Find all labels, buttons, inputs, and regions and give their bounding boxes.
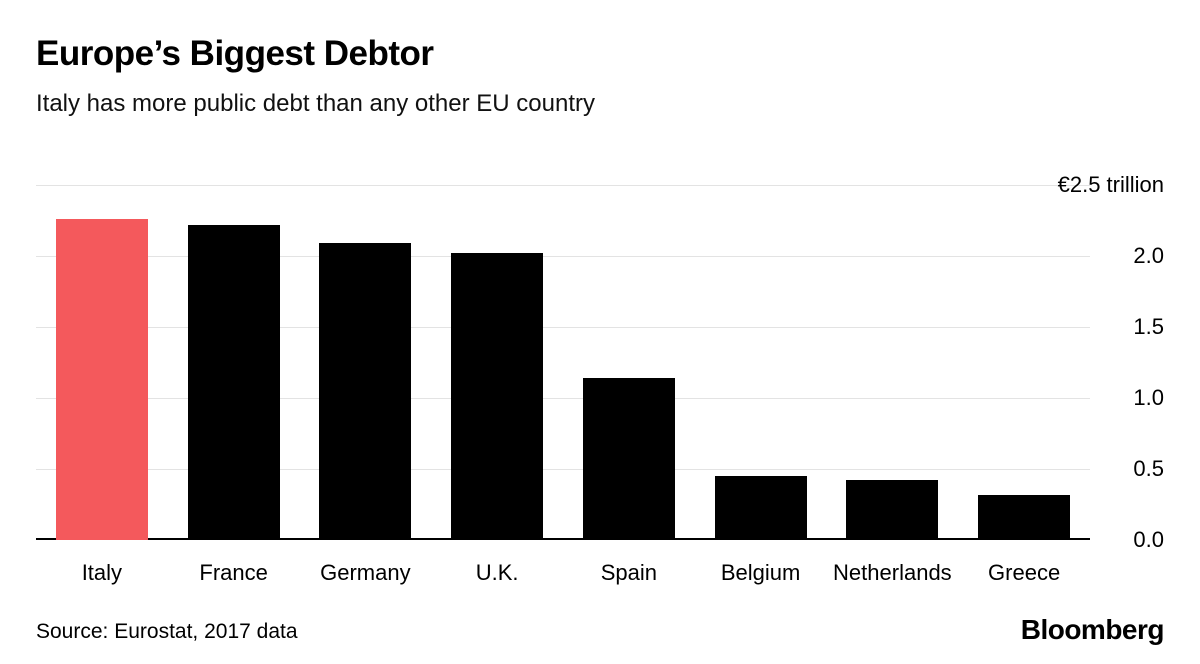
bar-france (187, 224, 280, 540)
bar-uk (451, 253, 544, 540)
x-axis-baseline (36, 538, 1090, 540)
x-tick-label-netherlands: Netherlands (833, 560, 952, 585)
bar-spain (582, 378, 675, 540)
y-tick-label-0: 0.0 (1133, 527, 1164, 552)
gridline-2 (36, 256, 1090, 257)
x-tick-label-france: France (199, 560, 268, 585)
chart-subtitle: Italy has more public debt than any othe… (36, 90, 595, 117)
plot-area (36, 185, 1090, 540)
x-tick-label-belgium: Belgium (720, 560, 801, 585)
x-tick-label-uk: U.K. (475, 560, 519, 585)
bar-netherlands (846, 480, 939, 540)
x-tick-label-greece: Greece (988, 560, 1061, 585)
y-axis-labels: 0.0 0.5 1.0 1.5 2.0 €2.5 trillion (984, 172, 1164, 552)
y-tick-label-1: 1.0 (1133, 385, 1164, 410)
gridline-1.5 (36, 327, 1090, 328)
x-axis-labels: Italy France Germany U.K. Spain Belgium Nether… (36, 560, 1090, 592)
x-tick-label-italy: Italy (81, 560, 123, 585)
y-tick-label-2: 2.0 (1133, 243, 1164, 268)
bar-italy (55, 219, 148, 540)
bloomberg-logo: Bloomberg (1020, 614, 1165, 645)
source-text: Source: Eurostat, 2017 data (36, 620, 298, 643)
y-tick-label-0.5: 0.5 (1133, 456, 1164, 481)
y-tick-label-2.5: €2.5 trillion (1057, 172, 1164, 197)
y-tick-label-1.5: 1.5 (1133, 314, 1164, 339)
chart-title: Europe’s Biggest Debtor (36, 34, 434, 73)
bar-greece (978, 494, 1071, 540)
x-tick-label-spain: Spain (600, 560, 658, 585)
bar-germany (319, 243, 412, 540)
gridline-0.5 (36, 469, 1090, 470)
bar-belgium (714, 476, 807, 540)
gridline-2.5 (36, 185, 1090, 186)
x-tick-label-germany: Germany (320, 560, 411, 585)
gridline-1 (36, 398, 1090, 399)
